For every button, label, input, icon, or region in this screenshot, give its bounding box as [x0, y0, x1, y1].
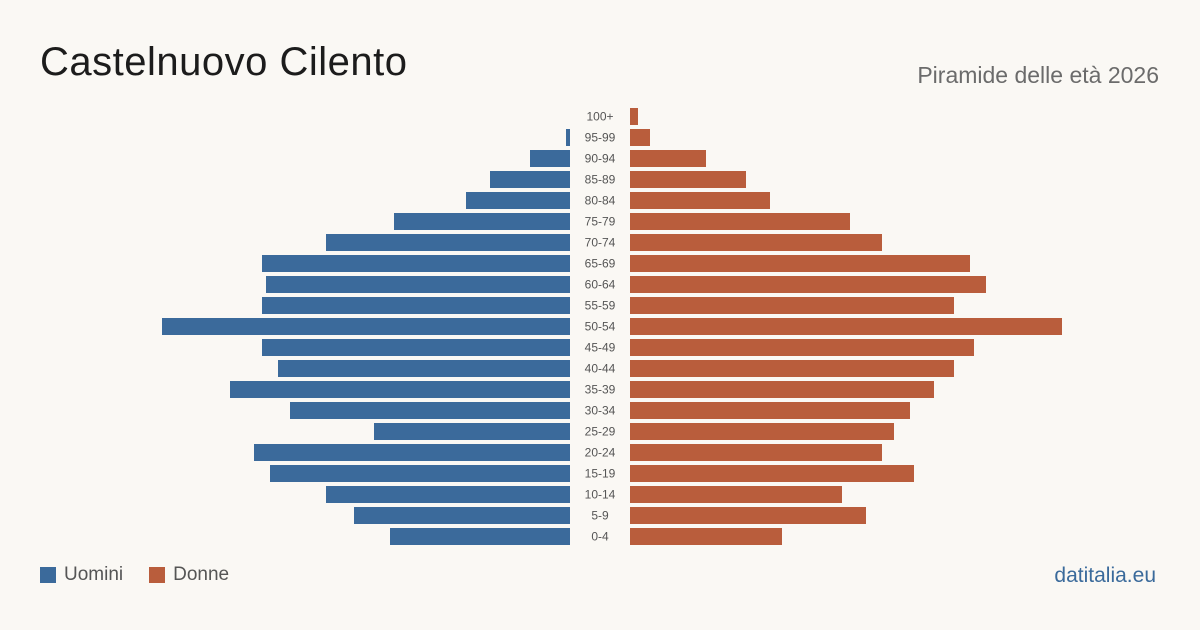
- bar-male-10-14: [326, 486, 570, 503]
- bar-male-70-74: [326, 234, 570, 251]
- bar-female-80-84: [630, 192, 770, 209]
- age-label: 55-59: [585, 299, 616, 313]
- age-label: 35-39: [585, 383, 616, 397]
- bar-female-90-94: [630, 150, 706, 167]
- bar-female-10-14: [630, 486, 842, 503]
- bar-female-25-29: [630, 423, 894, 440]
- legend-label-female: Donne: [173, 564, 230, 585]
- bar-female-100+: [630, 108, 638, 125]
- legend-item-male: Uomini: [40, 564, 123, 586]
- age-label: 40-44: [585, 362, 616, 376]
- bar-female-5-9: [630, 507, 866, 524]
- age-label: 80-84: [585, 194, 616, 208]
- bar-female-20-24: [630, 444, 882, 461]
- legend-label-male: Uomini: [64, 564, 124, 585]
- bar-male-30-34: [290, 402, 570, 419]
- bar-female-50-54: [630, 318, 1062, 335]
- legend-swatch-female: [149, 567, 166, 583]
- legend-swatch-male: [40, 567, 56, 583]
- age-label: 95-99: [585, 131, 616, 145]
- bar-male-55-59: [262, 297, 570, 314]
- age-label: 20-24: [585, 446, 616, 460]
- bar-male-65-69: [262, 255, 570, 272]
- chart-title: Castelnuovo Cilento: [40, 40, 408, 84]
- age-label: 100+: [586, 110, 613, 124]
- bar-female-65-69: [630, 255, 970, 272]
- bar-male-5-9: [354, 507, 570, 524]
- bar-female-60-64: [630, 276, 986, 293]
- bar-male-35-39: [230, 381, 570, 398]
- source-link[interactable]: datitalia.eu: [1054, 564, 1156, 587]
- bar-male-75-79: [394, 213, 570, 230]
- legend-item-female: Donne: [149, 564, 229, 586]
- age-label: 30-34: [585, 404, 616, 418]
- bar-female-85-89: [630, 171, 746, 188]
- bar-male-15-19: [270, 465, 570, 482]
- legend: Uomini Donne: [40, 564, 255, 586]
- bar-male-40-44: [278, 360, 570, 377]
- bar-male-85-89: [490, 171, 570, 188]
- age-label: 90-94: [585, 152, 616, 166]
- bar-male-95-99: [566, 129, 570, 146]
- age-label: 10-14: [585, 488, 616, 502]
- age-label: 60-64: [585, 278, 616, 292]
- bar-male-25-29: [374, 423, 570, 440]
- age-label: 50-54: [585, 320, 616, 334]
- bar-male-20-24: [254, 444, 570, 461]
- age-label: 65-69: [585, 257, 616, 271]
- bar-female-30-34: [630, 402, 910, 419]
- bar-male-0-4: [390, 528, 570, 545]
- bar-female-45-49: [630, 339, 974, 356]
- age-label: 5-9: [591, 509, 609, 523]
- age-label: 15-19: [585, 467, 616, 481]
- age-label: 70-74: [585, 236, 616, 250]
- bar-female-40-44: [630, 360, 954, 377]
- age-label: 0-4: [591, 530, 609, 544]
- bar-female-75-79: [630, 213, 850, 230]
- age-label: 25-29: [585, 425, 616, 439]
- bar-female-0-4: [630, 528, 782, 545]
- bar-male-45-49: [262, 339, 570, 356]
- bar-female-95-99: [630, 129, 650, 146]
- bar-female-55-59: [630, 297, 954, 314]
- chart-subtitle: Piramide delle età 2026: [917, 62, 1159, 88]
- bar-female-35-39: [630, 381, 934, 398]
- age-label: 85-89: [585, 173, 616, 187]
- bar-male-50-54: [162, 318, 570, 335]
- bar-male-80-84: [466, 192, 570, 209]
- bar-male-90-94: [530, 150, 570, 167]
- bar-female-15-19: [630, 465, 914, 482]
- bar-male-60-64: [266, 276, 570, 293]
- bar-female-70-74: [630, 234, 882, 251]
- age-label: 75-79: [585, 215, 616, 229]
- age-label: 45-49: [585, 341, 616, 355]
